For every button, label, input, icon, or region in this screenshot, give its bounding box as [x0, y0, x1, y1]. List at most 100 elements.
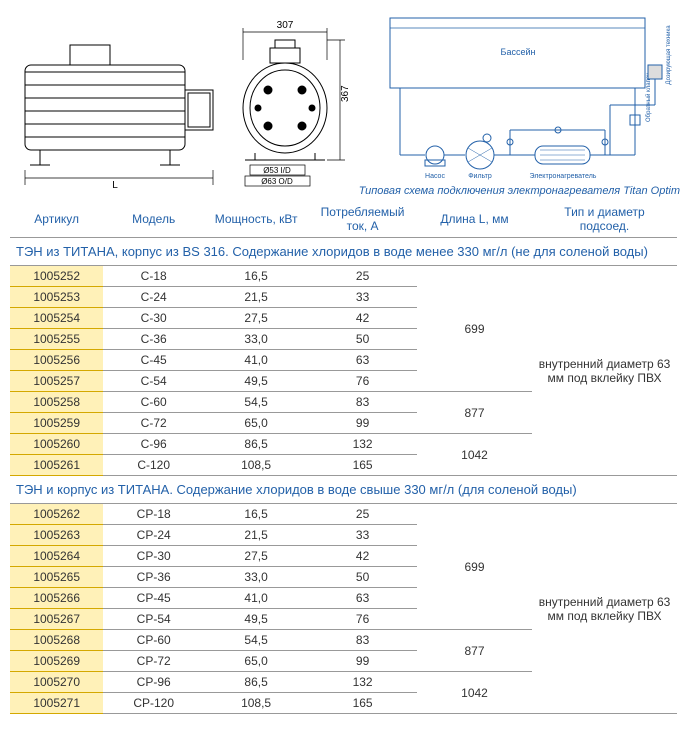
cell-current: 83: [308, 392, 417, 413]
cell-model: C-60: [103, 392, 204, 413]
cell-power: 54,5: [204, 630, 308, 651]
technical-drawing: L: [10, 10, 350, 190]
cell-current: 99: [308, 413, 417, 434]
cell-model: CP-120: [103, 693, 204, 714]
cell-power: 27,5: [204, 308, 308, 329]
dim-dia1: Ø53 I/D: [263, 166, 291, 175]
cell-model: C-18: [103, 266, 204, 287]
cell-model: CP-36: [103, 567, 204, 588]
cell-power: 27,5: [204, 546, 308, 567]
table-row: 1005252C-1816,525699внутренний диаметр 6…: [10, 266, 677, 287]
spec-table: Артикул Модель Мощность, кВт Потребляемы…: [10, 201, 677, 714]
cell-current: 50: [308, 329, 417, 350]
header-art: Артикул: [10, 201, 103, 238]
cell-art: 1005270: [10, 672, 103, 693]
cell-current: 42: [308, 308, 417, 329]
cell-current: 50: [308, 567, 417, 588]
dim-length-label: L: [112, 180, 118, 190]
header-type: Тип и диаметр подсоед.: [532, 201, 677, 238]
cell-power: 16,5: [204, 266, 308, 287]
header-current: Потребляемый ток, А: [308, 201, 417, 238]
section-header: ТЭН из ТИТАНА, корпус из BS 316. Содержа…: [10, 238, 677, 266]
cell-model: CP-54: [103, 609, 204, 630]
cell-art: 1005271: [10, 693, 103, 714]
cell-art: 1005261: [10, 455, 103, 476]
schema-dosing-label: Дозирующая техника: [666, 25, 672, 85]
cell-current: 76: [308, 609, 417, 630]
cell-current: 63: [308, 350, 417, 371]
cell-model: C-72: [103, 413, 204, 434]
dim-height-label: 367: [340, 85, 350, 102]
cell-current: 165: [308, 693, 417, 714]
cell-power: 65,0: [204, 651, 308, 672]
cell-art: 1005268: [10, 630, 103, 651]
cell-model: C-30: [103, 308, 204, 329]
cell-current: 83: [308, 630, 417, 651]
cell-power: 54,5: [204, 392, 308, 413]
cell-current: 132: [308, 672, 417, 693]
cell-length: 877: [417, 392, 532, 434]
cell-model: C-120: [103, 455, 204, 476]
table-row: 1005262CP-1816,525699внутренний диаметр …: [10, 504, 677, 525]
cell-art: 1005259: [10, 413, 103, 434]
cell-power: 108,5: [204, 693, 308, 714]
cell-art: 1005257: [10, 371, 103, 392]
cell-model: C-24: [103, 287, 204, 308]
cell-art: 1005258: [10, 392, 103, 413]
schema-caption: Типовая схема подключения электронагрева…: [350, 185, 680, 197]
connection-schema: Бассейн Насос Фильтр Электронагреватель: [350, 10, 680, 197]
cell-art: 1005263: [10, 525, 103, 546]
cell-art: 1005260: [10, 434, 103, 455]
cell-power: 16,5: [204, 504, 308, 525]
cell-art: 1005265: [10, 567, 103, 588]
schema-heater-label: Электронагреватель: [530, 173, 597, 180]
cell-model: CP-24: [103, 525, 204, 546]
cell-current: 42: [308, 546, 417, 567]
cell-power: 86,5: [204, 434, 308, 455]
cell-model: C-96: [103, 434, 204, 455]
cell-power: 41,0: [204, 350, 308, 371]
cell-power: 108,5: [204, 455, 308, 476]
dim-dia2: Ø63 O/D: [261, 177, 293, 186]
cell-art: 1005267: [10, 609, 103, 630]
cell-current: 99: [308, 651, 417, 672]
cell-current: 25: [308, 266, 417, 287]
cell-length: 1042: [417, 434, 532, 476]
cell-art: 1005254: [10, 308, 103, 329]
cell-power: 65,0: [204, 413, 308, 434]
cell-art: 1005269: [10, 651, 103, 672]
cell-current: 76: [308, 371, 417, 392]
cell-model: C-36: [103, 329, 204, 350]
cell-model: C-54: [103, 371, 204, 392]
schema-valve-label: Обратный клапан: [645, 73, 652, 122]
dim-width-label: 307: [277, 20, 294, 31]
cell-model: CP-96: [103, 672, 204, 693]
cell-art: 1005262: [10, 504, 103, 525]
cell-power: 86,5: [204, 672, 308, 693]
cell-model: C-45: [103, 350, 204, 371]
schema-pool-label: Бассейн: [501, 47, 536, 57]
cell-model: CP-18: [103, 504, 204, 525]
cell-power: 49,5: [204, 371, 308, 392]
cell-current: 63: [308, 588, 417, 609]
cell-model: CP-30: [103, 546, 204, 567]
cell-art: 1005266: [10, 588, 103, 609]
cell-power: 21,5: [204, 525, 308, 546]
cell-current: 33: [308, 525, 417, 546]
cell-art: 1005252: [10, 266, 103, 287]
schema-pump-label: Насос: [425, 173, 445, 180]
cell-model: CP-72: [103, 651, 204, 672]
section-header: ТЭН и корпус из ТИТАНА. Содержание хлори…: [10, 476, 677, 504]
schema-filter-label: Фильтр: [468, 173, 492, 180]
cell-power: 49,5: [204, 609, 308, 630]
cell-current: 25: [308, 504, 417, 525]
cell-length: 699: [417, 504, 532, 630]
cell-model: CP-60: [103, 630, 204, 651]
cell-length: 1042: [417, 672, 532, 714]
top-images-row: L: [10, 10, 677, 197]
cell-art: 1005264: [10, 546, 103, 567]
cell-type: внутренний диаметр 63 мм под вклейку ПВХ: [532, 504, 677, 714]
header-length: Длина L, мм: [417, 201, 532, 238]
cell-art: 1005256: [10, 350, 103, 371]
cell-model: CP-45: [103, 588, 204, 609]
